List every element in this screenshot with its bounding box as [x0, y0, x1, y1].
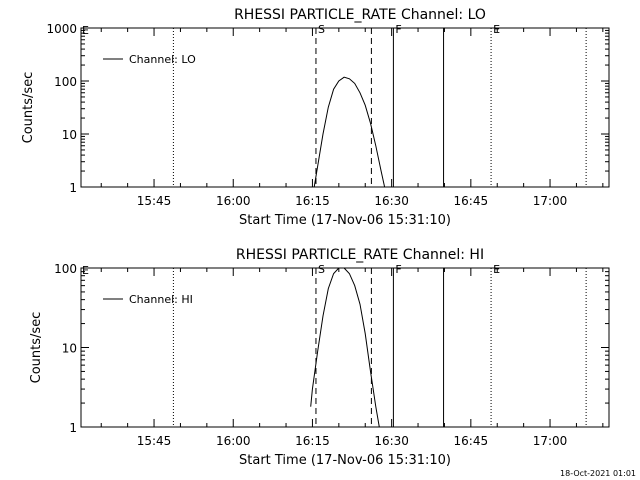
chart-panel-hi: RHESSI PARTICLE_RATE Channel: HI 15:45 16:…: [29, 247, 610, 468]
event-marker-label: S: [318, 23, 325, 36]
x-tick-label: 16:30: [374, 194, 409, 208]
x-tick-label: 16:45: [454, 434, 489, 448]
x-tick-label: 16:30: [374, 434, 409, 448]
chart-title: RHESSI PARTICLE_RATE Channel: HI: [236, 247, 484, 263]
legend-label: Channel: LO: [129, 53, 196, 66]
event-marker-label: F: [395, 23, 401, 36]
corner-marker-label: E: [82, 24, 89, 37]
x-tick-label: 15:45: [137, 434, 172, 448]
y-axis-label: Counts/sec: [29, 312, 44, 384]
x-tick-label: 16:15: [295, 434, 330, 448]
event-marker-label: E: [493, 23, 500, 36]
y-tick-label: 10: [62, 128, 77, 142]
y-tick-label: 1000: [46, 22, 77, 36]
y-tick-label: 1: [69, 421, 77, 435]
x-axis-label: Start Time (17-Nov-06 15:31:10): [239, 213, 451, 228]
event-marker-label: F: [395, 263, 401, 276]
event-marker-label: S: [318, 263, 325, 276]
x-tick-label: 17:00: [533, 434, 568, 448]
footer-timestamp: 18-Oct-2021 01:01: [560, 469, 636, 478]
y-axis-label: Counts/sec: [21, 72, 36, 144]
series-line: [313, 76, 386, 188]
plot-frame: [80, 267, 610, 428]
chart-title: RHESSI PARTICLE_RATE Channel: LO: [234, 7, 486, 23]
legend-label: Channel: HI: [129, 293, 193, 306]
y-tick-label: 100: [54, 262, 77, 276]
corner-marker-label: E: [82, 264, 89, 277]
x-tick-label: 16:15: [295, 194, 330, 208]
x-tick-label: 17:00: [533, 194, 568, 208]
series-line: [310, 267, 380, 428]
x-tick-label: 16:45: [454, 194, 489, 208]
plot-frame: [80, 27, 610, 188]
x-axis-label: Start Time (17-Nov-06 15:31:10): [239, 453, 451, 468]
x-tick-label: 16:00: [216, 434, 251, 448]
event-marker-label: E: [493, 263, 500, 276]
y-tick-label: 100: [54, 75, 77, 89]
y-tick-label: 1: [69, 181, 77, 195]
x-tick-label: 16:00: [216, 194, 251, 208]
x-tick-label: 15:45: [137, 194, 172, 208]
y-tick-label: 10: [62, 342, 77, 356]
chart-panel-lo: RHESSI PARTICLE_RATE Channel: LO 15:45 16:…: [21, 7, 610, 228]
